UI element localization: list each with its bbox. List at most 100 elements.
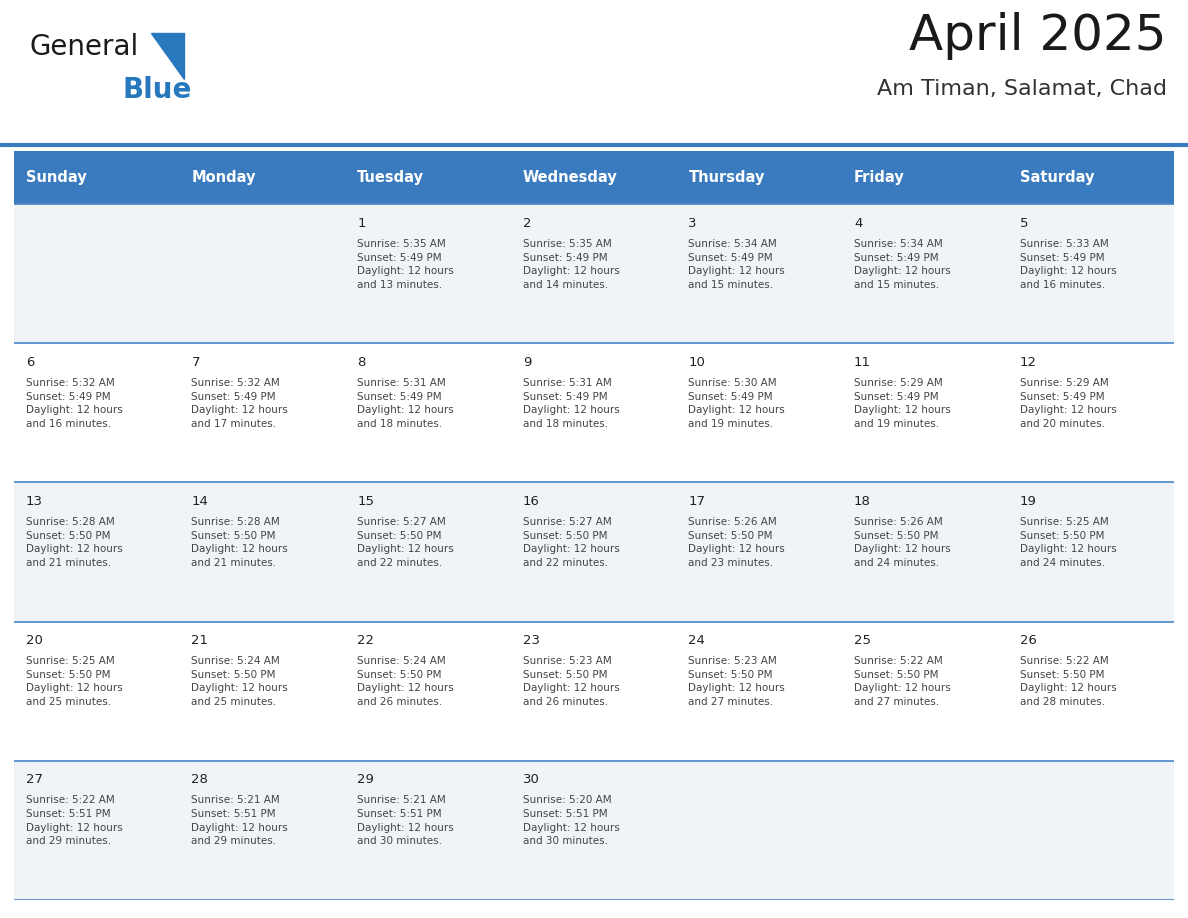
Text: 2: 2 (523, 217, 531, 230)
Bar (842, 483, 1009, 621)
Bar (179, 205, 346, 343)
Bar (179, 343, 346, 483)
Bar (511, 343, 677, 483)
Bar (179, 151, 346, 205)
Bar (842, 343, 1009, 483)
Text: 8: 8 (358, 356, 366, 369)
Bar (1009, 151, 1174, 205)
Text: 11: 11 (854, 356, 871, 369)
Bar (677, 621, 842, 761)
Text: Sunrise: 5:23 AM
Sunset: 5:50 PM
Daylight: 12 hours
and 26 minutes.: Sunrise: 5:23 AM Sunset: 5:50 PM Dayligh… (523, 656, 619, 707)
Bar (14, 621, 179, 761)
Text: 5: 5 (1019, 217, 1028, 230)
Bar (179, 761, 346, 900)
Bar (511, 621, 677, 761)
Text: Sunrise: 5:29 AM
Sunset: 5:49 PM
Daylight: 12 hours
and 20 minutes.: Sunrise: 5:29 AM Sunset: 5:49 PM Dayligh… (1019, 378, 1117, 429)
Text: Sunrise: 5:24 AM
Sunset: 5:50 PM
Daylight: 12 hours
and 26 minutes.: Sunrise: 5:24 AM Sunset: 5:50 PM Dayligh… (358, 656, 454, 707)
Bar (179, 483, 346, 621)
Text: 21: 21 (191, 634, 208, 647)
Text: 27: 27 (26, 773, 43, 786)
Bar (677, 151, 842, 205)
Text: Thursday: Thursday (688, 171, 765, 185)
Bar (677, 483, 842, 621)
Bar (1009, 205, 1174, 343)
Text: 7: 7 (191, 356, 200, 369)
Bar (346, 151, 511, 205)
Bar (1009, 621, 1174, 761)
Text: 30: 30 (523, 773, 539, 786)
Bar (346, 343, 511, 483)
Text: 22: 22 (358, 634, 374, 647)
Bar (14, 205, 179, 343)
Text: Blue: Blue (122, 75, 191, 104)
Text: Sunrise: 5:29 AM
Sunset: 5:49 PM
Daylight: 12 hours
and 19 minutes.: Sunrise: 5:29 AM Sunset: 5:49 PM Dayligh… (854, 378, 950, 429)
Bar (346, 761, 511, 900)
Text: Sunrise: 5:21 AM
Sunset: 5:51 PM
Daylight: 12 hours
and 29 minutes.: Sunrise: 5:21 AM Sunset: 5:51 PM Dayligh… (191, 795, 289, 846)
Text: Sunrise: 5:22 AM
Sunset: 5:51 PM
Daylight: 12 hours
and 29 minutes.: Sunrise: 5:22 AM Sunset: 5:51 PM Dayligh… (26, 795, 122, 846)
Bar (842, 151, 1009, 205)
Text: Sunrise: 5:25 AM
Sunset: 5:50 PM
Daylight: 12 hours
and 24 minutes.: Sunrise: 5:25 AM Sunset: 5:50 PM Dayligh… (1019, 517, 1117, 568)
Text: Sunrise: 5:26 AM
Sunset: 5:50 PM
Daylight: 12 hours
and 24 minutes.: Sunrise: 5:26 AM Sunset: 5:50 PM Dayligh… (854, 517, 950, 568)
Text: Sunrise: 5:30 AM
Sunset: 5:49 PM
Daylight: 12 hours
and 19 minutes.: Sunrise: 5:30 AM Sunset: 5:49 PM Dayligh… (688, 378, 785, 429)
Text: Sunrise: 5:26 AM
Sunset: 5:50 PM
Daylight: 12 hours
and 23 minutes.: Sunrise: 5:26 AM Sunset: 5:50 PM Dayligh… (688, 517, 785, 568)
Bar (842, 205, 1009, 343)
Bar (346, 205, 511, 343)
Bar (1009, 343, 1174, 483)
Bar (14, 151, 179, 205)
Text: Friday: Friday (854, 171, 905, 185)
Text: Sunrise: 5:20 AM
Sunset: 5:51 PM
Daylight: 12 hours
and 30 minutes.: Sunrise: 5:20 AM Sunset: 5:51 PM Dayligh… (523, 795, 619, 846)
Bar (346, 483, 511, 621)
Text: Tuesday: Tuesday (358, 171, 424, 185)
Text: Sunrise: 5:27 AM
Sunset: 5:50 PM
Daylight: 12 hours
and 22 minutes.: Sunrise: 5:27 AM Sunset: 5:50 PM Dayligh… (523, 517, 619, 568)
Text: Sunrise: 5:35 AM
Sunset: 5:49 PM
Daylight: 12 hours
and 14 minutes.: Sunrise: 5:35 AM Sunset: 5:49 PM Dayligh… (523, 239, 619, 290)
Text: 24: 24 (688, 634, 706, 647)
Text: Monday: Monday (191, 171, 255, 185)
Text: 14: 14 (191, 495, 208, 508)
Text: Sunrise: 5:21 AM
Sunset: 5:51 PM
Daylight: 12 hours
and 30 minutes.: Sunrise: 5:21 AM Sunset: 5:51 PM Dayligh… (358, 795, 454, 846)
Text: Sunrise: 5:32 AM
Sunset: 5:49 PM
Daylight: 12 hours
and 16 minutes.: Sunrise: 5:32 AM Sunset: 5:49 PM Dayligh… (26, 378, 122, 429)
Bar (346, 621, 511, 761)
Bar (677, 761, 842, 900)
Text: April 2025: April 2025 (909, 12, 1167, 60)
Bar (14, 483, 179, 621)
Text: 15: 15 (358, 495, 374, 508)
Text: Sunrise: 5:34 AM
Sunset: 5:49 PM
Daylight: 12 hours
and 15 minutes.: Sunrise: 5:34 AM Sunset: 5:49 PM Dayligh… (854, 239, 950, 290)
Text: 19: 19 (1019, 495, 1037, 508)
Bar (842, 621, 1009, 761)
Text: 20: 20 (26, 634, 43, 647)
Text: 28: 28 (191, 773, 208, 786)
Text: Saturday: Saturday (1019, 171, 1094, 185)
Text: Sunrise: 5:35 AM
Sunset: 5:49 PM
Daylight: 12 hours
and 13 minutes.: Sunrise: 5:35 AM Sunset: 5:49 PM Dayligh… (358, 239, 454, 290)
Text: Sunrise: 5:23 AM
Sunset: 5:50 PM
Daylight: 12 hours
and 27 minutes.: Sunrise: 5:23 AM Sunset: 5:50 PM Dayligh… (688, 656, 785, 707)
Text: 29: 29 (358, 773, 374, 786)
Bar (14, 761, 179, 900)
Text: 23: 23 (523, 634, 539, 647)
Text: Sunrise: 5:28 AM
Sunset: 5:50 PM
Daylight: 12 hours
and 21 minutes.: Sunrise: 5:28 AM Sunset: 5:50 PM Dayligh… (26, 517, 122, 568)
Text: 12: 12 (1019, 356, 1037, 369)
Text: Sunday: Sunday (26, 171, 87, 185)
Text: 17: 17 (688, 495, 706, 508)
Text: 16: 16 (523, 495, 539, 508)
Bar (511, 151, 677, 205)
Text: 1: 1 (358, 217, 366, 230)
Text: Sunrise: 5:22 AM
Sunset: 5:50 PM
Daylight: 12 hours
and 28 minutes.: Sunrise: 5:22 AM Sunset: 5:50 PM Dayligh… (1019, 656, 1117, 707)
Bar (179, 621, 346, 761)
Text: 3: 3 (688, 217, 697, 230)
Text: Am Timan, Salamat, Chad: Am Timan, Salamat, Chad (877, 79, 1167, 99)
Text: 10: 10 (688, 356, 706, 369)
Bar (511, 483, 677, 621)
Text: 13: 13 (26, 495, 43, 508)
Text: 26: 26 (1019, 634, 1037, 647)
Text: Sunrise: 5:25 AM
Sunset: 5:50 PM
Daylight: 12 hours
and 25 minutes.: Sunrise: 5:25 AM Sunset: 5:50 PM Dayligh… (26, 656, 122, 707)
Text: Sunrise: 5:22 AM
Sunset: 5:50 PM
Daylight: 12 hours
and 27 minutes.: Sunrise: 5:22 AM Sunset: 5:50 PM Dayligh… (854, 656, 950, 707)
Text: 18: 18 (854, 495, 871, 508)
Text: 6: 6 (26, 356, 34, 369)
Bar (1009, 483, 1174, 621)
Bar (511, 205, 677, 343)
Text: Sunrise: 5:28 AM
Sunset: 5:50 PM
Daylight: 12 hours
and 21 minutes.: Sunrise: 5:28 AM Sunset: 5:50 PM Dayligh… (191, 517, 289, 568)
Bar (14, 343, 179, 483)
Bar (677, 205, 842, 343)
Bar (677, 343, 842, 483)
Text: Sunrise: 5:32 AM
Sunset: 5:49 PM
Daylight: 12 hours
and 17 minutes.: Sunrise: 5:32 AM Sunset: 5:49 PM Dayligh… (191, 378, 289, 429)
Text: Sunrise: 5:34 AM
Sunset: 5:49 PM
Daylight: 12 hours
and 15 minutes.: Sunrise: 5:34 AM Sunset: 5:49 PM Dayligh… (688, 239, 785, 290)
